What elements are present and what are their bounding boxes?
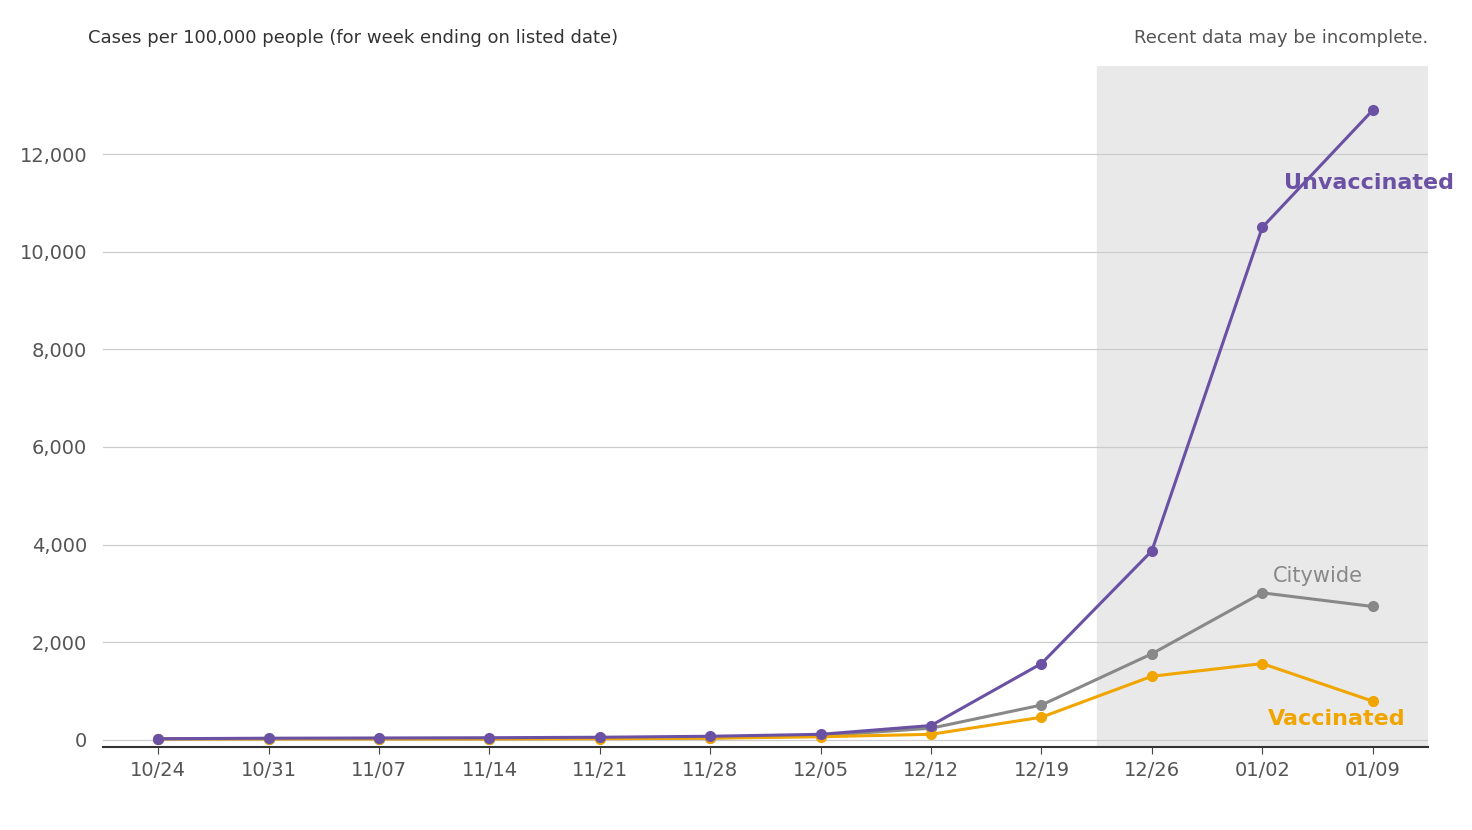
Text: Vaccinated: Vaccinated xyxy=(1267,710,1406,730)
Bar xyxy=(1097,66,1428,747)
Text: Citywide: Citywide xyxy=(1273,566,1363,586)
Text: Cases per 100,000 people (for week ending on listed date): Cases per 100,000 people (for week endin… xyxy=(88,29,618,47)
Text: Recent data may be incomplete.: Recent data may be incomplete. xyxy=(1133,29,1428,47)
Text: Unvaccinated: Unvaccinated xyxy=(1284,173,1454,193)
